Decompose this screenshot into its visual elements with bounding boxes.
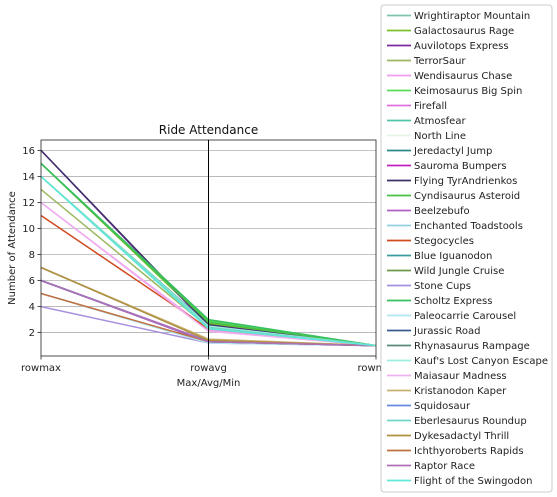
legend-entry: Wrightiraptor Mountain	[414, 11, 530, 22]
legend-entry: Firefall	[414, 101, 447, 112]
y-tick-label: 6	[29, 276, 35, 287]
legend-entry: Dykesadactyl Thrill	[414, 431, 509, 442]
legend-entry: Maiasaur Madness	[414, 371, 507, 382]
axes	[41, 140, 376, 356]
legend-entry: Kauf's Lost Canyon Escape	[414, 356, 548, 367]
legend-entry: Wendisaurus Chase	[414, 71, 512, 82]
legend-entry: Wild Jungle Cruise	[414, 266, 504, 277]
legend-entry: Ichthyoroberts Rapids	[414, 446, 524, 457]
legend-entry: Flying TyrAndrienkos	[414, 176, 517, 187]
legend-entry: Paleocarrie Carousel	[414, 311, 516, 322]
legend-entry: Sauroma Bumpers	[414, 161, 507, 172]
y-tick-label: 4	[29, 302, 35, 313]
y-tick-label: 14	[22, 172, 35, 183]
y-tick-label: 16	[22, 146, 35, 157]
y-tick-label: 10	[22, 224, 35, 235]
legend-entry: Scholtz Express	[414, 296, 492, 307]
legend: Wrightiraptor Mountain Galactosaurus Rage…	[381, 5, 552, 492]
legend-entry: Rhynasaurus Rampage	[414, 341, 530, 352]
chart-title: Ride Attendance	[159, 123, 258, 137]
x-tick-label-rowavg: rowavg	[190, 363, 227, 374]
x-tick-label-rowmax: rowmax	[21, 363, 61, 374]
legend-entry: Atmosfear	[414, 116, 466, 127]
legend-entry: Squidosaur	[414, 401, 471, 412]
legend-entry: Eberlesaurus Roundup	[414, 416, 527, 427]
legend-entry: Enchanted Toadstools	[414, 221, 523, 232]
legend-entry: Kristanodon Kaper	[414, 386, 507, 397]
legend-entry: Galactosaurus Rage	[414, 26, 514, 37]
legend-entry: Auvilotops Express	[414, 41, 509, 52]
y-tick-label: 12	[22, 198, 35, 209]
legend-entry: Stegocycles	[414, 236, 474, 247]
legend-entry: Raptor Race	[414, 461, 475, 472]
legend-entry: Jeredactyl Jump	[413, 146, 492, 157]
legend-entry: Beelzebufo	[414, 206, 470, 217]
legend-entry: North Line	[414, 131, 466, 142]
legend-entry: Jurassic Road	[413, 326, 481, 337]
y-tick-label: 8	[29, 250, 35, 261]
legend-entry: Cyndisaurus Asteroid	[414, 191, 520, 202]
legend-entry: Flight of the Swingodon	[414, 476, 532, 487]
x-axis-label: Max/Avg/Min	[177, 378, 241, 389]
legend-entry: Keimosaurus Big Spin	[414, 86, 522, 97]
legend-entry: Stone Cups	[414, 281, 471, 292]
y-axis-label: Number of Attendance	[7, 191, 18, 305]
legend-entry: TerrorSaur	[413, 56, 466, 67]
legend-entry: Blue Iguanodon	[414, 251, 492, 262]
y-tick-label: 2	[29, 328, 35, 339]
